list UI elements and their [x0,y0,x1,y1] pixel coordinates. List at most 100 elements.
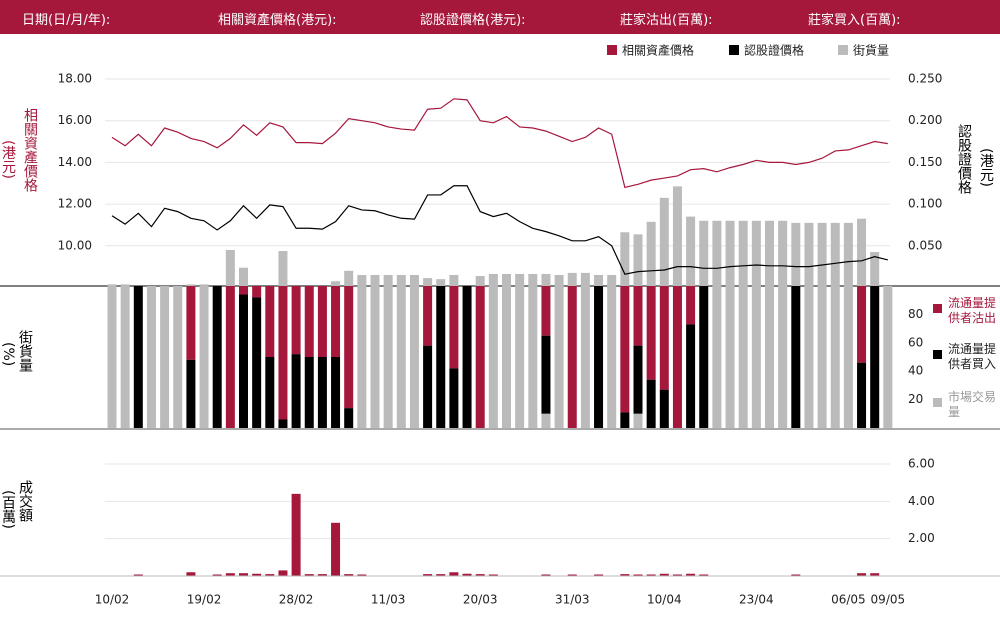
turnover-bar [857,573,867,576]
share-bar [370,286,380,428]
street-bar [409,274,419,288]
street-bar [857,218,867,288]
legend-label: 流通量提供者沽出 [948,296,997,325]
share-bar [699,286,709,428]
street-bar [278,251,288,288]
share-bar [331,357,341,428]
turnover-bar [567,574,577,576]
share-bar [186,359,196,428]
street-bar [567,272,577,288]
share-bar [686,324,696,428]
share-bar [396,286,406,428]
street-bar [344,270,354,288]
y-tick-label: 6.00 [908,457,935,471]
share-bar [554,286,564,428]
street-bar [502,273,511,288]
share-bar [199,286,209,428]
legend-label: 認股證價格 [744,43,804,58]
y-tick-label: 40 [908,364,923,378]
street-bar [751,220,761,288]
share-bar [146,286,156,428]
street-bar [225,249,235,288]
header-label: 相關資產價格(港元): [218,13,337,28]
share-bar [659,286,669,390]
y2-tick-label: 0.200 [908,113,942,127]
legend-label: 街貨量 [853,43,889,58]
share-bar [107,286,117,428]
street-bar [672,186,682,288]
x-tick-label: 23/04 [739,593,774,607]
x-tick-label: 19/02 [187,593,222,607]
header-label: 日期(日/月/年): [22,13,111,28]
share-bar [738,286,748,428]
y2-tick-label: 0.100 [908,197,942,211]
street-bar [659,197,669,288]
street-bar [396,274,406,288]
y-unit: (%) [0,342,16,367]
share-bar [620,286,630,413]
street-bar [239,267,248,288]
turnover-bar [239,573,248,576]
share-bar [304,286,314,357]
y2-label: 認股證價格 [956,124,972,194]
turnover-bar [344,574,354,576]
street-bar [580,272,590,288]
street-bar [541,273,551,288]
turnover-bar [659,573,669,576]
turnover-bar [291,493,301,576]
street-bar [199,284,209,288]
share-bar [265,357,275,428]
share-bar [633,413,643,428]
turnover-bar [133,574,143,576]
header-label: 莊家沽出(百萬): [620,13,713,28]
turnover-bar [541,574,551,576]
share-bar [567,286,577,428]
share-bar [225,286,235,428]
share-bar [252,286,262,298]
legend-label: 市場交易量 [948,390,997,419]
turnover-bar [357,574,367,576]
share-bar [357,286,367,428]
share-bar [133,286,143,428]
street-bar [778,220,788,288]
share-bar [173,286,183,428]
x-tick-label: 11/03 [371,593,406,607]
turnover-bar [278,570,288,576]
legend-swatch [607,45,617,55]
street-bar [870,252,880,288]
share-bar [265,286,275,357]
x-tick-label: 10/04 [647,593,682,607]
y-label: 街貨量 [17,330,33,372]
share-bar [751,286,761,428]
share-bar [857,286,867,363]
price-line [111,185,888,275]
street-bar [686,216,696,288]
turnover-bar [672,574,682,576]
street-bar [817,222,827,288]
street-bar [186,284,196,288]
street-bar [449,274,459,288]
share-bar [383,286,393,428]
turnover-bar [186,572,196,576]
y2-tick-label: 0.250 [908,72,942,86]
street-bar [436,279,446,288]
share-bar [160,286,170,428]
y-label: 成交額 [17,480,33,522]
x-tick-label: 10/02 [95,593,130,607]
share-bar [423,345,433,428]
share-bar [633,286,643,346]
x-tick-label: 31/03 [555,593,590,607]
x-tick-label: 20/03 [463,593,498,607]
share-bar [252,297,262,428]
turnover-bar [436,574,446,576]
street-bar [383,274,393,288]
share-bar [449,368,459,428]
turnover-bar [252,573,262,576]
legend-swatch [729,45,739,55]
street-bar [594,274,604,288]
header-label: 認股證價格(港元): [420,13,526,28]
share-bar [686,286,696,325]
x-tick-label: 09/05 [871,593,906,607]
turnover-bar [462,573,472,576]
y-unit: (百萬) [0,490,16,529]
